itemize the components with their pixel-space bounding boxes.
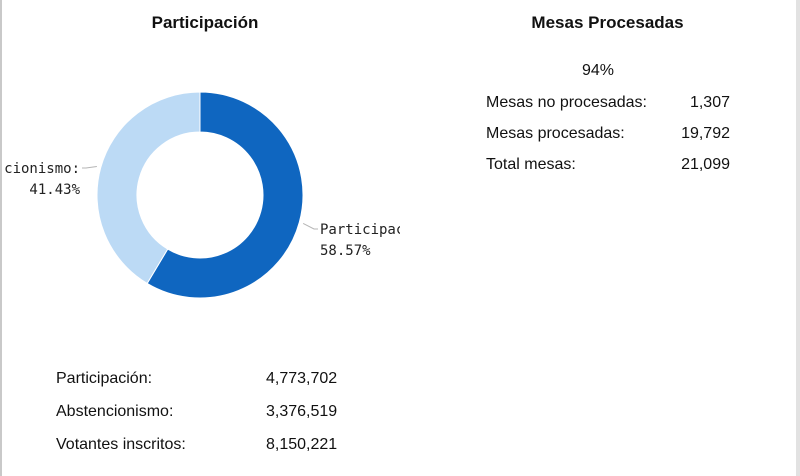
- abstencionismo-value: 3,376,519: [266, 402, 338, 420]
- slice-label-value-abstencionismo: 41.43%: [29, 182, 80, 198]
- mesas-percent: 94%: [581, 62, 615, 79]
- mesas-procesadas-label: Mesas procesadas:: [486, 125, 625, 142]
- participation-donut-chart: Participac 58.57% cionismo: 41.43%: [0, 60, 400, 350]
- mesas-no-procesadas-label: Mesas no procesadas:: [486, 94, 647, 111]
- slice-label-name-abstencionismo: cionismo:: [4, 161, 80, 177]
- slice-label-value-participacion: 58.57%: [320, 243, 371, 259]
- participacion-row: Participación: 4,773,702: [56, 362, 366, 395]
- mesas-row-procesadas: Mesas procesadas: 19,792: [486, 121, 730, 152]
- participacion-stats-table: Participación: 4,773,702 Abstencionismo:…: [56, 362, 366, 461]
- mesas-no-procesadas-value: 1,307: [689, 93, 730, 111]
- mesas-procesadas-value: 19,792: [681, 124, 730, 142]
- votantes-inscritos-value: 8,150,221: [266, 435, 338, 453]
- leader-line-abstencionismo: [82, 166, 97, 169]
- participacion-value: 4,773,702: [266, 369, 338, 387]
- abstencionismo-label: Abstencionismo:: [56, 402, 174, 420]
- votantes-inscritos-row: Votantes inscritos: 8,150,221: [56, 428, 366, 461]
- slice-label-name-participacion: Participac: [320, 222, 400, 238]
- mesas-row-no-procesadas: Mesas no procesadas: 1,307: [486, 90, 730, 121]
- mesas-row-total: Total mesas: 21,099: [486, 152, 730, 183]
- total-mesas-label: Total mesas:: [486, 156, 576, 173]
- abstencionismo-row: Abstencionismo: 3,376,519: [56, 395, 366, 428]
- mesas-procesadas-title: Mesas Procesadas: [531, 13, 684, 32]
- participacion-title: Participación: [151, 13, 259, 32]
- mesas-stats-table: Mesas no procesadas: 1,307 Mesas procesa…: [486, 90, 730, 183]
- donut-svg: Participac 58.57% cionismo: 41.43%: [4, 91, 400, 299]
- donut-slice-abstencionismo: [96, 91, 201, 285]
- leader-line-participacion: [302, 223, 318, 230]
- window-border-right: [796, 0, 800, 476]
- donut-slice-participacion: [146, 91, 304, 299]
- participacion-label: Participación:: [56, 369, 153, 387]
- votantes-inscritos-label: Votantes inscritos:: [56, 435, 186, 453]
- total-mesas-value: 21,099: [681, 155, 730, 173]
- window-border-left: [0, 0, 2, 476]
